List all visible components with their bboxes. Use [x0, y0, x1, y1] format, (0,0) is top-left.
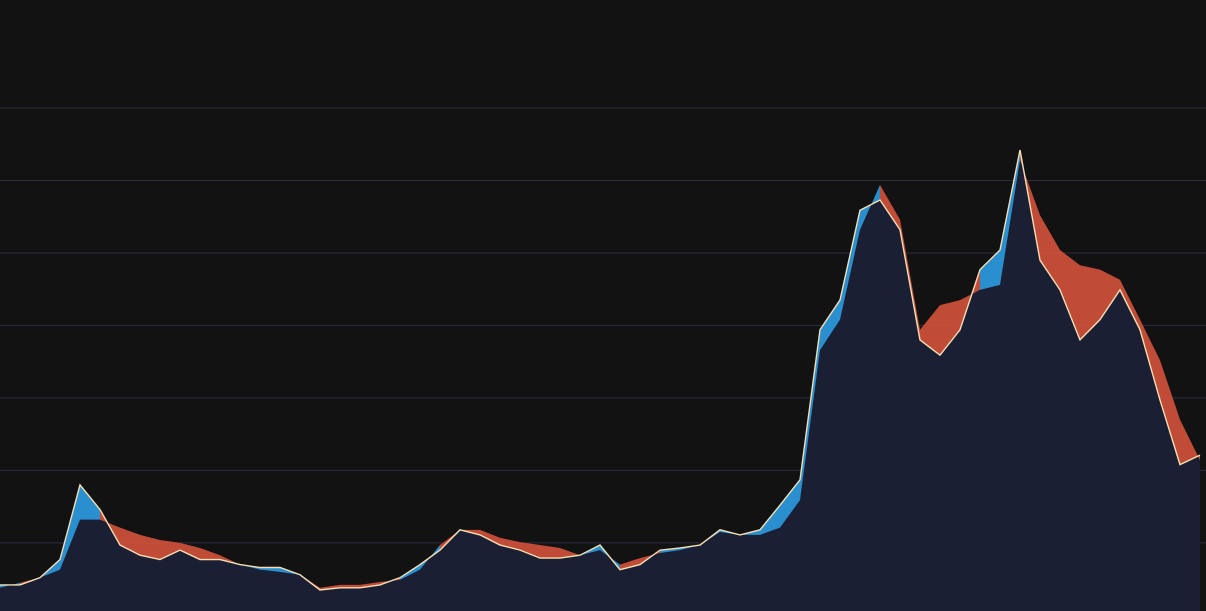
band-segment [880, 184, 900, 230]
band-segment [140, 534, 160, 560]
band-segment [200, 547, 220, 560]
band-segment [940, 300, 960, 356]
band-segment [660, 547, 680, 554]
band-segment [1160, 360, 1180, 465]
band-segment [220, 555, 240, 565]
band-segment [1180, 419, 1200, 465]
band-segment [500, 537, 520, 551]
band-segment [840, 210, 860, 320]
band-segment [340, 584, 360, 588]
band-segment [80, 484, 100, 520]
band-segment [160, 539, 180, 560]
band-segment [480, 529, 500, 546]
band-segment [520, 542, 540, 559]
band-segment [540, 545, 560, 559]
band-segment [820, 300, 840, 351]
band-segment [360, 582, 380, 588]
band-segment [320, 584, 340, 590]
band-segment [620, 558, 640, 570]
band-segment [1060, 250, 1080, 340]
price-line [0, 149, 1201, 591]
band-segment [1120, 279, 1140, 330]
band-segment [780, 479, 800, 528]
band-segment [1080, 265, 1100, 340]
price-area [0, 150, 1200, 611]
band-segment [980, 250, 1000, 290]
band-segment [1100, 269, 1120, 320]
band-segment [180, 542, 200, 560]
band-segment [860, 184, 880, 230]
band-segment [920, 305, 940, 356]
band-segment [760, 505, 780, 535]
band-segment [1040, 215, 1060, 290]
band-segment [260, 567, 280, 572]
band-segment [1000, 150, 1020, 285]
band-segment [120, 527, 140, 556]
